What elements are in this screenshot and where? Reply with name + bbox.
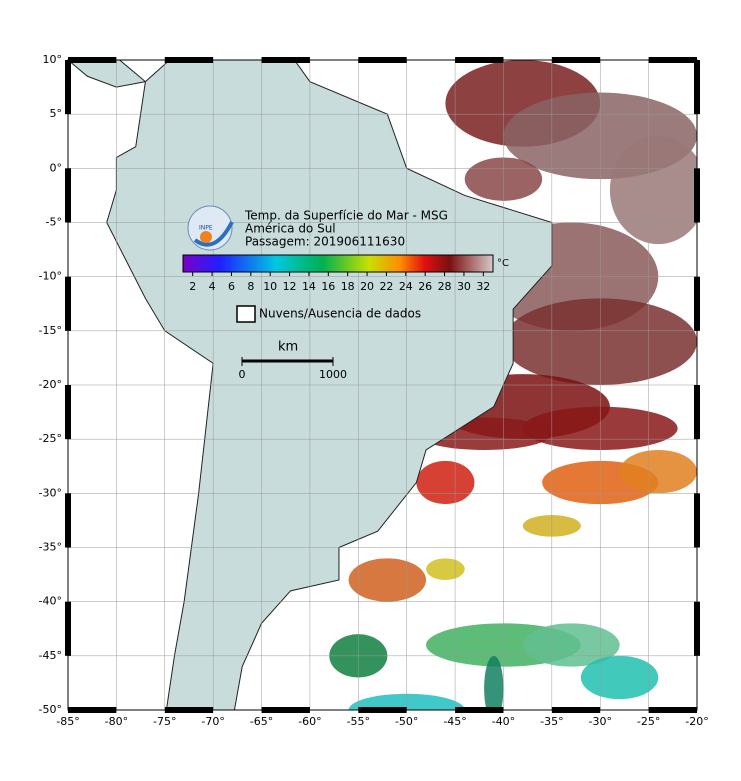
colorbar-label: 8 [247,280,254,293]
title: Temp. da Superfície do Mar - MSG [244,209,448,223]
y-tick-label: -35° [39,541,62,554]
x-tick-label: -35° [540,715,563,728]
sst-patch [426,558,465,580]
x-tick-label: -25° [637,715,660,728]
frame-bar [65,168,71,223]
frame-bar [68,707,117,713]
frame-bar [164,57,214,63]
frame-bar [65,601,71,656]
frame-bar [65,60,71,115]
frame-bar [358,707,407,713]
y-tick-label: -20° [39,378,62,391]
frame-bar [261,57,310,63]
colorbar-label: 4 [209,280,216,293]
sst-patch [619,450,697,494]
colorbar-label: 22 [379,280,393,293]
pass: Passagem: 201906111630 [245,235,405,249]
colorbar-label: 18 [341,280,355,293]
sst-patch [484,655,504,710]
frame-bar [551,57,601,63]
overlay: INPE Temp. da Superfície do Mar - MSG Am… [182,205,509,381]
frame-bar [648,707,697,713]
scale-label: 1000 [319,368,347,381]
colorbar-label: 2 [189,280,196,293]
colorbar-label: 20 [360,280,374,293]
scale-unit: km [278,340,298,355]
frame-bar [65,385,71,440]
frame-bar [65,276,71,331]
x-tick-label: -85° [56,715,79,728]
y-tick-label: -45° [39,649,62,662]
legend-text: Nuvens/Ausencia de dados [259,307,421,321]
y-tick-label: -5° [46,216,62,229]
x-tick-label: -75° [153,715,176,728]
y-tick-label: -40° [39,595,62,608]
x-tick-label: -20° [685,715,708,728]
region: América do Sul [245,222,336,236]
frame-bar [68,57,117,63]
colorbar-label: 12 [283,280,297,293]
scale-label: 0 [239,368,246,381]
x-tick-label: -50° [395,715,418,728]
y-tick-label: -15° [39,324,62,337]
logo-text: INPE [199,225,213,232]
map-area [68,60,697,710]
y-tick-label: -25° [39,432,62,445]
logo-sun [200,231,212,243]
logo-arrow [193,221,234,247]
x-tick-label: -45° [443,715,466,728]
sst-patch [348,558,427,602]
colorbar-label: 6 [228,280,235,293]
frame-bar [648,57,697,63]
colorbar-label: 26 [418,280,432,293]
colorbar-label: 24 [399,280,413,293]
x-tick-label: -70° [201,715,224,728]
frame-bar [164,707,214,713]
x-tick-label: -55° [347,715,370,728]
sst-patch [580,655,659,700]
x-tick-label: -40° [492,715,515,728]
y-tick-label: -50° [39,703,62,716]
frame-bar [694,60,700,115]
colorbar-label: 30 [457,280,471,293]
y-tick-label: 10° [43,53,63,66]
colorbar-unit: °C [497,258,509,269]
colorbar-label: 10 [263,280,277,293]
sst-patch [416,460,475,505]
frame-bar [694,168,700,223]
sst-patch [609,135,697,245]
colorbar-label: 14 [302,280,316,293]
frame-bar [694,493,700,548]
colorbar-label: 32 [476,280,490,293]
x-tick-label: -60° [298,715,321,728]
y-tick-label: 5° [50,107,63,120]
frame-bar [694,601,700,656]
x-tick-label: -65° [250,715,273,728]
frame-bar [358,57,407,63]
frame-bar [455,57,504,63]
x-tick-label: -80° [105,715,128,728]
frame-bar [694,385,700,440]
frame-bar [551,707,601,713]
frame-bar [65,493,71,548]
frame-bar [261,707,310,713]
frame-bar [694,276,700,331]
colorbar-label: 28 [438,280,452,293]
legend-swatch [236,305,256,323]
y-tick-label: -30° [39,486,62,499]
y-tick-label: 0° [50,161,63,174]
colorbar [182,254,494,273]
y-tick-label: -10° [39,270,62,283]
frame-bar [455,707,504,713]
x-tick-label: -30° [588,715,611,728]
colorbar-label: 16 [321,280,335,293]
